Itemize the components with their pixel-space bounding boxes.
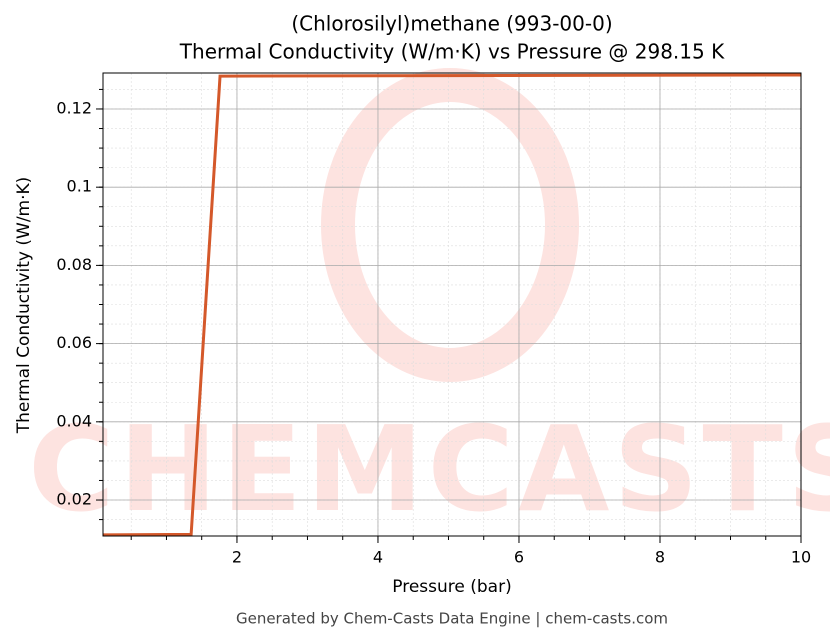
- y-tick-label: 0.04: [56, 411, 92, 430]
- y-tick-label: 0.06: [56, 333, 92, 352]
- x-axis-label: Pressure (bar): [392, 577, 511, 597]
- x-tick-label: 4: [373, 548, 383, 567]
- watermark: CHEMCASTS: [28, 400, 830, 538]
- x-tick-label: 8: [655, 548, 665, 567]
- data-line: [102, 73, 802, 537]
- watermark-logo: [321, 68, 579, 382]
- y-tick-label: 0.12: [56, 98, 92, 117]
- y-tick-label: 0.1: [67, 177, 92, 196]
- chart-title: (Chlorosilyl)methane (993-00-0): [291, 12, 612, 36]
- y-tick-label: 0.08: [56, 255, 92, 274]
- footer: Generated by Chem-Casts Data Engine | ch…: [236, 610, 668, 628]
- plot-frame: [102, 72, 802, 537]
- y-axis-label: Thermal Conductivity (W/m·K): [14, 177, 34, 435]
- y-tick-label: 0.02: [56, 490, 92, 509]
- chart-subtitle: Thermal Conductivity (W/m·K) vs Pressure…: [179, 40, 725, 64]
- x-tick-label: 10: [791, 548, 811, 567]
- x-tick-label: 6: [514, 548, 524, 567]
- x-tick-label: 2: [232, 548, 242, 567]
